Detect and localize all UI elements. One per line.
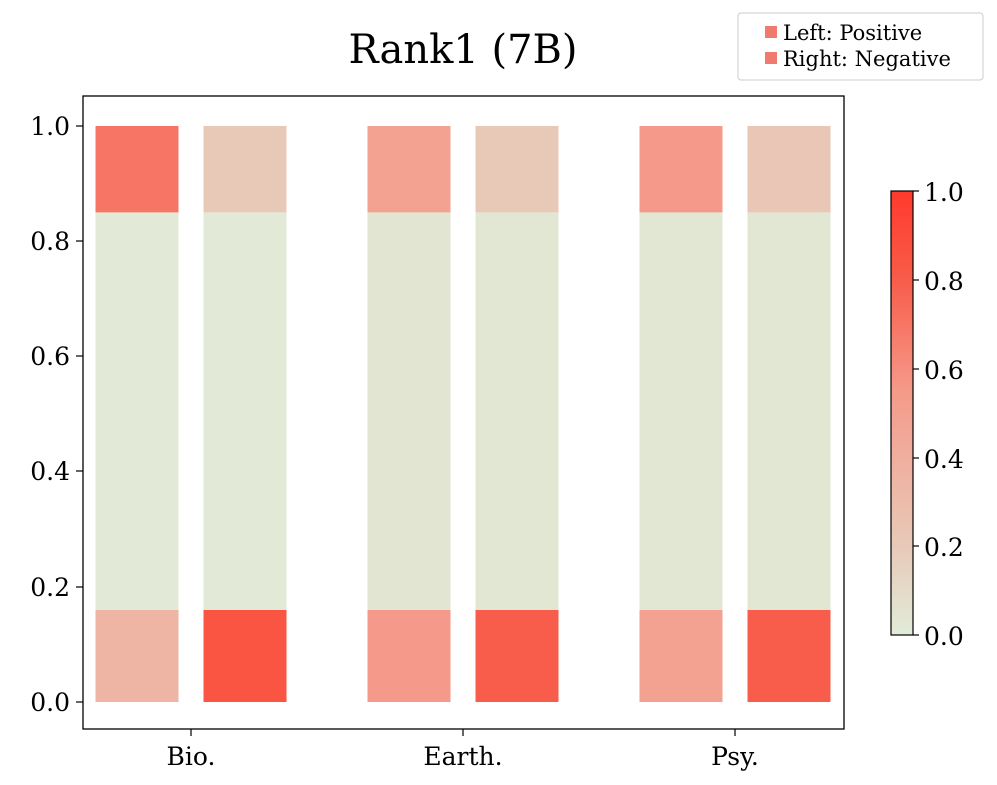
bar-segment-positive-psy [639,609,723,702]
colorbar-tick-label: 0.6 [924,356,964,385]
bar-segment-negative-earth [475,212,559,610]
y-axis: 0.0 0.2 0.4 0.6 0.8 1.0 [30,112,83,717]
y-tick-label: 0.2 [30,573,70,602]
colorbar-tick-label: 0.0 [924,622,964,651]
bars-layer [95,126,831,702]
bar-segment-positive-earth [367,212,451,610]
colorbar-tick-label: 0.2 [924,533,964,562]
bar-segment-positive-bio [95,126,179,213]
bar-segment-negative-earth [475,609,559,702]
x-tick-label: Earth. [423,742,502,771]
y-tick-label: 1.0 [30,112,70,141]
colorbar-gradient [890,190,914,636]
bar-segment-positive-earth [367,126,451,213]
y-tick-label: 0.8 [30,227,70,256]
legend-marker-negative [765,52,777,64]
bar-segment-positive-earth [367,609,451,702]
bar-segment-negative-bio [203,212,287,610]
legend-marker-positive [765,26,777,38]
chart-title: Rank1 (7B) [348,27,577,73]
legend: Left: Positive Right: Negative [737,12,984,81]
y-tick-label: 0.4 [30,457,70,486]
legend-box [737,12,984,81]
x-tick-label: Bio. [167,742,216,771]
colorbar: 0.0 0.2 0.4 0.6 0.8 1.0 [890,178,964,651]
bar-segment-positive-bio [95,609,179,702]
x-tick-label: Psy. [711,742,759,771]
bar-segment-negative-psy [747,609,831,702]
y-tick-label: 0.0 [30,688,70,717]
bar-segment-negative-earth [475,126,559,213]
y-tick-label: 0.6 [30,342,70,371]
bar-segment-negative-bio [203,609,287,702]
colorbar-tick-label: 1.0 [924,178,964,207]
bar-segment-negative-psy [747,126,831,213]
x-axis: Bio. Earth. Psy. [167,729,759,771]
plot-frame [82,95,845,730]
legend-label-negative: Right: Negative [783,47,951,71]
colorbar-tick-label: 0.8 [924,267,964,296]
bar-segment-positive-psy [639,212,723,610]
bar-segment-negative-psy [747,212,831,610]
legend-label-positive: Left: Positive [783,21,922,45]
bar-segment-positive-psy [639,126,723,213]
bar-segment-positive-bio [95,212,179,610]
colorbar-tick-label: 0.4 [924,445,964,474]
bar-segment-negative-bio [203,126,287,213]
